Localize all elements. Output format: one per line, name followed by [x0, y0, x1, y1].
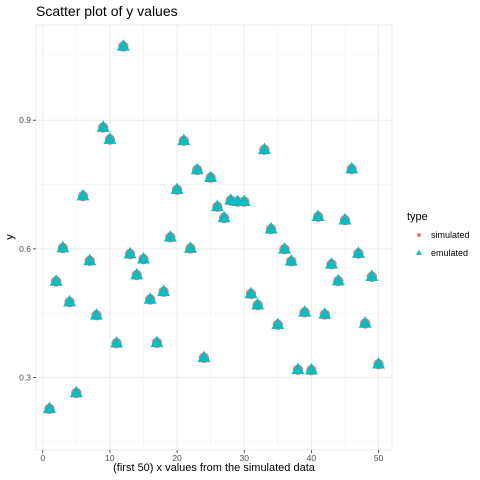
emulated-point: [257, 142, 271, 155]
emulated-point: [284, 254, 298, 266]
legend-items: simulated emulated: [416, 230, 470, 258]
emulated-point: [69, 385, 83, 398]
emulated-point: [110, 336, 124, 348]
y-tick-label: 0.6: [19, 244, 31, 254]
x-tick-label: 30: [239, 453, 249, 463]
grid-major: [36, 25, 392, 450]
legend-label-simulated: simulated: [431, 230, 470, 240]
chart-title: Scatter plot of y values: [36, 3, 178, 19]
emulated-point: [372, 357, 386, 369]
legend-title: type: [407, 211, 428, 223]
emulated-point: [311, 209, 325, 222]
legend-label-emulated: emulated: [431, 248, 468, 258]
emulated-point: [143, 292, 157, 304]
emulated-point: [63, 294, 77, 307]
emulated-point: [291, 362, 305, 375]
legend-key-emulated: [416, 249, 422, 255]
emulated-point: [237, 194, 251, 207]
data-points: [42, 39, 386, 415]
emulated-point: [304, 363, 318, 375]
emulated-point: [177, 133, 191, 146]
emulated-point: [103, 132, 117, 144]
emulated-point: [116, 39, 130, 51]
emulated-point: [130, 267, 144, 280]
emulated-point: [136, 251, 150, 264]
y-tick-label: 0.3: [19, 373, 31, 383]
emulated-point: [83, 253, 97, 266]
emulated-point: [331, 273, 345, 286]
emulated-point: [345, 161, 359, 174]
y-tick-label: 0.9: [19, 115, 31, 125]
emulated-point: [163, 230, 177, 242]
y-axis-ticks: 0.3 0.6 0.9: [19, 115, 36, 383]
emulated-point: [325, 257, 339, 269]
x-tick-label: 20: [172, 453, 182, 463]
emulated-point: [244, 286, 258, 299]
emulated-point: [170, 182, 184, 195]
emulated-point: [49, 274, 63, 286]
emulated-point: [358, 316, 372, 328]
emulated-point: [365, 269, 379, 282]
emulated-point: [184, 241, 197, 253]
emulated-point: [157, 284, 171, 297]
x-tick-label: 10: [105, 453, 115, 463]
x-tick-label: 0: [40, 453, 45, 463]
emulated-point: [210, 199, 224, 212]
y-axis-label: y: [4, 234, 16, 240]
emulated-point: [217, 210, 231, 223]
emulated-point: [190, 162, 204, 175]
emulated-point: [89, 308, 103, 320]
emulated-point: [298, 305, 312, 317]
plot-panel: [35, 24, 393, 451]
series-emulated: [42, 39, 386, 414]
x-tick-label: 40: [307, 453, 317, 463]
emulated-point: [251, 297, 265, 310]
legend-key-simulated: [417, 233, 421, 237]
emulated-point: [96, 120, 110, 132]
emulated-point: [351, 246, 365, 258]
emulated-point: [76, 188, 90, 201]
emulated-point: [264, 221, 278, 234]
emulated-point: [278, 242, 292, 254]
emulated-point: [56, 240, 70, 253]
x-axis-ticks: 0 10 20 30 40 50: [40, 450, 384, 463]
emulated-point: [204, 170, 218, 182]
emulated-point: [318, 307, 332, 319]
x-tick-label: 50: [374, 453, 384, 463]
x-axis-label: (first 50) x values from the simulated d…: [113, 462, 316, 474]
emulated-point: [338, 212, 352, 225]
emulated-point: [271, 317, 285, 330]
emulated-point: [150, 335, 164, 348]
emulated-point: [197, 350, 211, 363]
emulated-point: [123, 246, 137, 259]
legend: type simulated emulated: [407, 211, 470, 258]
emulated-point: [42, 401, 56, 414]
